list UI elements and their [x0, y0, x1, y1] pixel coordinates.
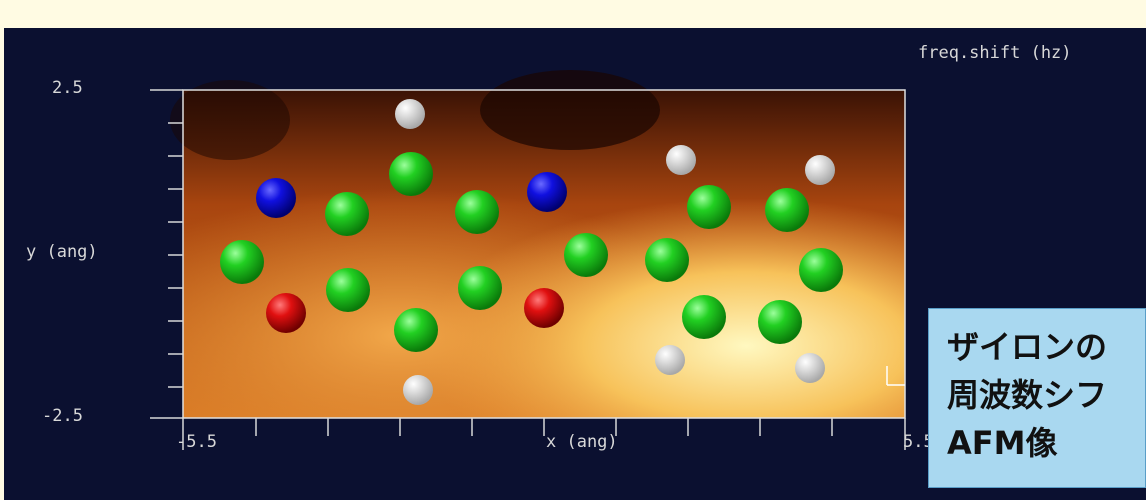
x-axis-label: x (ang): [546, 432, 618, 452]
x-tick-label: -5.5: [176, 432, 217, 452]
callout-line: ザイロンの: [947, 328, 1108, 366]
axis-glyph: [886, 366, 905, 386]
y-tick-label: 2.5: [52, 78, 83, 98]
callout-line: AFM像: [947, 424, 1058, 462]
callout-line: 周波数シフ: [947, 376, 1108, 414]
afm-image: [170, 70, 906, 419]
x-tick-label: 5.5: [903, 432, 934, 452]
axis-ticks: [150, 89, 906, 450]
legend-title: freq.shift (hz): [918, 43, 1072, 63]
callout-box: ザイロンの 周波数シフ AFM像: [928, 308, 1146, 488]
atoms: [220, 99, 843, 405]
y-axis-label: y (ang): [26, 242, 98, 262]
y-tick-label: -2.5: [42, 406, 83, 426]
